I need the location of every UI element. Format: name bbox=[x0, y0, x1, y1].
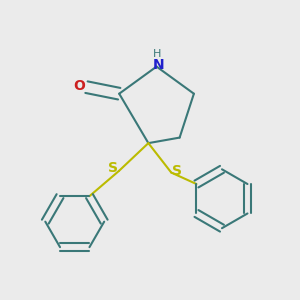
Text: S: S bbox=[108, 161, 118, 175]
Text: O: O bbox=[74, 79, 85, 92]
Text: S: S bbox=[172, 164, 182, 178]
Text: H: H bbox=[153, 49, 161, 59]
Text: N: N bbox=[152, 58, 164, 72]
